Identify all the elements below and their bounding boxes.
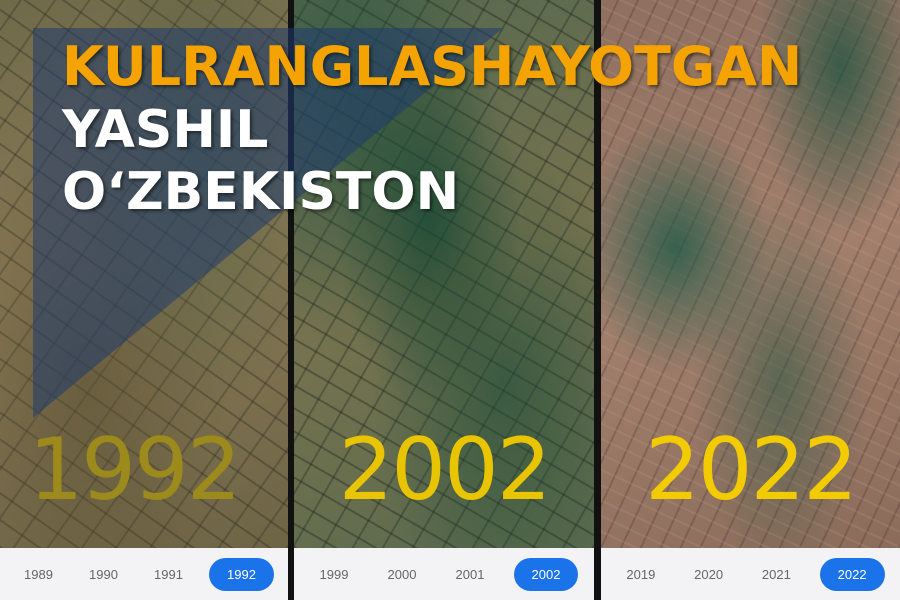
timeline-year[interactable]: 1990 xyxy=(89,566,118,582)
year-label: 2022 xyxy=(645,420,858,520)
year-label: 1992 xyxy=(28,420,242,520)
timeline-year[interactable]: 2000 xyxy=(387,566,417,582)
timeline-year[interactable]: 2020 xyxy=(694,566,724,582)
headline: KULRANGLASHAYOTGAN YASHIL O‘ZBEKISTON xyxy=(62,35,803,222)
satellite-image xyxy=(601,0,900,548)
timeline-bar: 1989 1990 1991 1992 xyxy=(0,548,288,600)
timeline-year[interactable]: 1999 xyxy=(319,566,349,582)
headline-line-3: O‘ZBEKISTON xyxy=(62,162,460,222)
timeline-year[interactable]: 2021 xyxy=(761,566,791,582)
timeline-year[interactable]: 1991 xyxy=(154,566,183,582)
headline-line-2: YASHIL xyxy=(62,100,269,160)
timeline-year[interactable]: 2019 xyxy=(626,566,656,582)
satellite-panel-2022: 2022 2019 2020 2021 2022 xyxy=(601,0,900,600)
year-label: 2002 xyxy=(338,420,552,520)
timeline-year[interactable]: 1989 xyxy=(24,566,53,582)
timeline-year-selected[interactable]: 2022 xyxy=(819,557,885,591)
timeline-bar: 1999 2000 2001 2002 xyxy=(294,548,594,600)
timeline-year-selected[interactable]: 2002 xyxy=(513,557,579,591)
timeline-year-selected[interactable]: 1992 xyxy=(209,557,274,591)
headline-line-1: KULRANGLASHAYOTGAN xyxy=(62,35,803,98)
timeline-bar: 2019 2020 2021 2022 xyxy=(601,548,900,600)
timeline-year[interactable]: 2001 xyxy=(455,566,485,582)
